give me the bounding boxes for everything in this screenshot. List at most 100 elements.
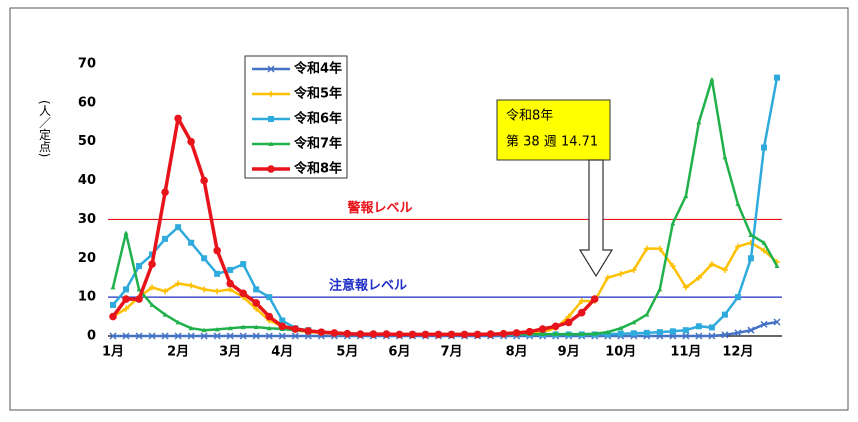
marker bbox=[200, 176, 208, 185]
marker bbox=[136, 286, 142, 292]
marker bbox=[122, 295, 130, 303]
marker bbox=[682, 327, 689, 334]
marker bbox=[253, 305, 260, 312]
marker bbox=[188, 282, 195, 289]
legend-label: 令和5年 bbox=[294, 86, 342, 102]
reference-label: 警報レベル bbox=[347, 200, 412, 216]
legend-marker bbox=[268, 91, 274, 97]
annotation-text: 令和8年 bbox=[506, 109, 553, 124]
x-tick-label: 10月 bbox=[605, 345, 636, 360]
marker bbox=[643, 245, 650, 252]
marker bbox=[148, 332, 156, 340]
legend-marker bbox=[268, 116, 274, 122]
x-tick-label: 8月 bbox=[506, 345, 528, 360]
marker bbox=[734, 294, 741, 301]
marker bbox=[214, 270, 221, 277]
marker bbox=[540, 331, 546, 337]
marker bbox=[564, 318, 573, 327]
marker bbox=[577, 308, 586, 317]
marker bbox=[200, 332, 208, 340]
marker bbox=[278, 322, 287, 331]
x-tick-label: 11月 bbox=[670, 345, 701, 360]
marker bbox=[682, 284, 689, 291]
marker bbox=[395, 330, 404, 339]
marker bbox=[109, 312, 117, 321]
marker bbox=[239, 289, 247, 298]
marker bbox=[721, 331, 729, 339]
marker bbox=[265, 312, 274, 321]
marker bbox=[617, 270, 624, 277]
marker bbox=[187, 137, 195, 146]
legend-label: 令和6年 bbox=[294, 111, 342, 127]
marker bbox=[213, 246, 221, 255]
x-tick-label: 7月 bbox=[440, 345, 462, 360]
marker bbox=[760, 320, 768, 328]
x-tick-label: 3月 bbox=[219, 345, 241, 360]
marker bbox=[382, 330, 391, 338]
y-tick-label: 70 bbox=[78, 57, 96, 72]
marker bbox=[161, 188, 169, 197]
y-tick-label: 40 bbox=[78, 173, 96, 188]
marker bbox=[631, 319, 637, 325]
marker bbox=[630, 266, 637, 273]
marker bbox=[149, 302, 155, 307]
marker bbox=[669, 328, 676, 335]
marker bbox=[565, 313, 572, 320]
marker bbox=[683, 193, 689, 199]
legend-box bbox=[244, 55, 348, 179]
legend-label: 令和7年 bbox=[294, 136, 342, 152]
marker bbox=[682, 332, 690, 340]
marker bbox=[188, 239, 195, 246]
reference-label: 注意報レベル bbox=[329, 278, 407, 294]
marker bbox=[669, 263, 676, 270]
marker bbox=[162, 312, 168, 317]
marker bbox=[421, 330, 430, 339]
marker bbox=[317, 328, 326, 336]
marker bbox=[265, 332, 273, 340]
marker bbox=[175, 224, 182, 231]
marker bbox=[695, 332, 703, 340]
marker bbox=[226, 279, 234, 288]
y-tick-label: 10 bbox=[78, 290, 96, 305]
x-tick-label: 6月 bbox=[388, 345, 410, 360]
marker bbox=[773, 318, 781, 326]
marker bbox=[240, 261, 247, 268]
marker bbox=[512, 329, 521, 337]
marker bbox=[670, 220, 676, 226]
marker bbox=[213, 332, 221, 340]
marker bbox=[590, 295, 599, 303]
marker bbox=[525, 327, 534, 336]
marker bbox=[187, 332, 195, 340]
legend-marker bbox=[267, 65, 275, 73]
marker bbox=[174, 114, 182, 123]
y-tick-label: 60 bbox=[78, 95, 96, 110]
marker bbox=[643, 329, 650, 336]
marker bbox=[266, 294, 273, 301]
marker bbox=[227, 325, 233, 331]
marker bbox=[578, 298, 585, 305]
frame bbox=[9, 7, 849, 411]
x-tick-label: 4月 bbox=[271, 345, 293, 360]
legend-label: 令和8年 bbox=[294, 161, 342, 177]
marker bbox=[708, 324, 715, 331]
marker bbox=[214, 288, 221, 295]
marker bbox=[721, 266, 728, 273]
marker bbox=[760, 144, 767, 151]
marker bbox=[110, 284, 116, 290]
marker bbox=[123, 286, 130, 293]
marker bbox=[408, 330, 417, 339]
marker bbox=[123, 230, 129, 236]
x-tick-label: 5月 bbox=[336, 345, 358, 360]
marker bbox=[605, 329, 611, 335]
marker bbox=[656, 245, 663, 252]
marker bbox=[447, 330, 456, 339]
marker bbox=[227, 286, 234, 293]
marker bbox=[304, 327, 313, 335]
annotation-arrow bbox=[578, 159, 614, 278]
marker bbox=[175, 319, 181, 325]
marker bbox=[330, 329, 339, 337]
marker bbox=[630, 330, 637, 337]
annotation-box bbox=[496, 99, 611, 161]
marker bbox=[695, 323, 702, 330]
marker bbox=[266, 325, 272, 331]
